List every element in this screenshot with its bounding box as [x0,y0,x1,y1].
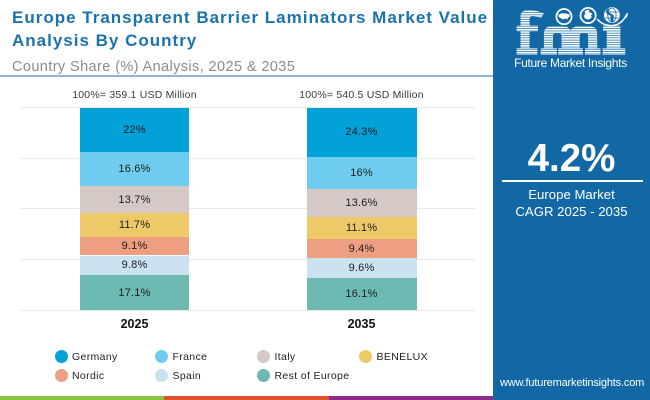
svg-text:Future Market Insights: Future Market Insights [514,56,627,70]
